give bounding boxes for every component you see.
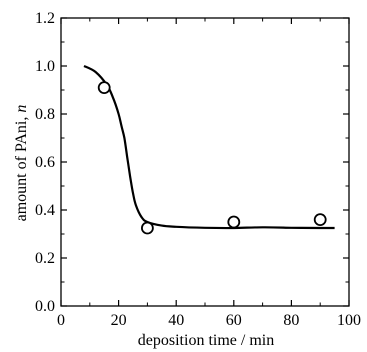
x-tick-label: 60 <box>226 312 242 329</box>
y-tick-label: 0.8 <box>35 106 55 123</box>
y-tick-label: 0.6 <box>35 154 55 171</box>
x-tick-label: 40 <box>168 312 184 329</box>
y-axis-title-italic: n <box>13 105 30 113</box>
data-point <box>140 221 154 235</box>
x-tick-label: 20 <box>111 312 127 329</box>
plot-area-frame <box>60 17 350 307</box>
y-axis-title-main: amount of PAni, <box>13 113 30 222</box>
fit-curve <box>83 65 335 230</box>
y-tick-label: 1.0 <box>35 58 55 75</box>
y-tick-label: 0.0 <box>35 298 55 315</box>
x-tick-label: 80 <box>283 312 299 329</box>
data-point <box>227 215 241 229</box>
y-tick-label: 0.2 <box>35 250 55 267</box>
x-tick-label: 0 <box>57 312 65 329</box>
data-point <box>313 213 327 227</box>
x-axis-title: deposition time / min <box>138 332 274 349</box>
data-point <box>97 81 111 94</box>
y-tick-label: 1.2 <box>35 10 55 27</box>
y-tick-label: 0.4 <box>35 202 55 219</box>
y-axis-title: amount of PAni, n <box>13 105 30 222</box>
x-tick-label: 100 <box>337 312 361 329</box>
